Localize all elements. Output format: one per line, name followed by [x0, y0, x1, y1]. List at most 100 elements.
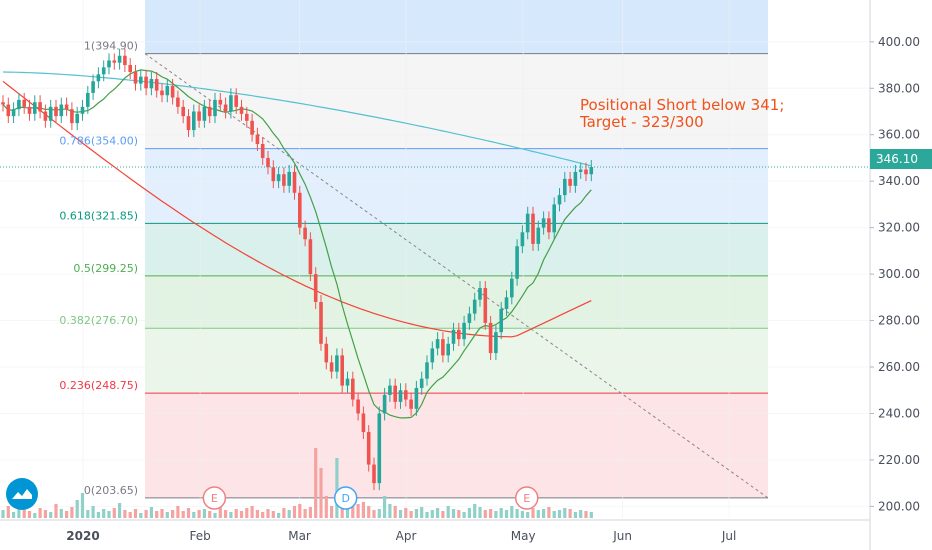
time-tick-label: 2020	[66, 529, 99, 543]
volume-bar	[404, 508, 408, 518]
volume-bar	[12, 512, 16, 518]
candle-body	[499, 308, 503, 333]
candle-body	[27, 106, 32, 114]
price-tick-label: 400.00	[878, 35, 920, 49]
volume-bar	[361, 502, 365, 518]
volume-bar	[245, 508, 249, 518]
time-tick-label: Mar	[288, 529, 311, 543]
candle-body	[547, 218, 551, 233]
time-axis: 2020 Feb Mar Apr May Jun Jul	[0, 519, 870, 543]
volume-bar	[483, 510, 487, 518]
volume-bar	[308, 507, 312, 518]
volume-bar	[478, 507, 482, 518]
candle-body	[11, 109, 16, 117]
candle-body	[388, 385, 392, 395]
volume-bar	[494, 511, 498, 518]
candle-body	[303, 227, 307, 240]
candle-body	[96, 74, 101, 82]
current-price-tag: 346.10	[870, 149, 932, 169]
volume-bar	[160, 509, 164, 518]
candle-body	[552, 204, 556, 233]
candle-body	[324, 343, 329, 363]
candle-body	[308, 239, 313, 275]
grid-lines	[0, 0, 870, 518]
volume-bar	[229, 512, 233, 518]
candle-body	[589, 167, 594, 175]
volume-bar	[202, 509, 206, 518]
volume-bar	[197, 510, 201, 518]
volume-bar	[531, 508, 535, 518]
candle-body	[451, 329, 456, 344]
candle-body	[462, 322, 466, 340]
fib-zone	[145, 328, 768, 394]
volume-bar	[536, 510, 540, 518]
candle-body	[541, 218, 546, 228]
candle-body	[91, 81, 95, 93]
price-tick-label: 280.00	[878, 314, 920, 328]
volume-bar	[234, 509, 238, 518]
volume-bar	[420, 507, 424, 518]
candle-body	[38, 102, 42, 112]
volume-bar	[579, 510, 583, 518]
candle-body	[478, 288, 482, 300]
trade-annotation: Positional Short below 341; Target - 323…	[580, 97, 784, 131]
candle-body	[573, 171, 578, 186]
candle-body	[33, 102, 37, 114]
volume-bar	[266, 509, 270, 518]
candle-body	[345, 378, 350, 386]
candle-body	[1, 102, 5, 105]
fib-label: 0.786(354.00)	[59, 135, 138, 148]
volume-bar	[409, 511, 413, 518]
volume-bar	[102, 509, 106, 518]
candle-body	[170, 85, 175, 98]
candle-body	[515, 246, 519, 279]
volume-bar	[298, 504, 302, 518]
fib-label: 0.618(321.85)	[59, 209, 138, 222]
annotation-line-1: Positional Short below 341;	[580, 96, 785, 114]
candle-body	[112, 60, 117, 63]
volume-bar	[38, 508, 42, 518]
candle-body	[313, 274, 318, 302]
candle-body	[266, 157, 270, 168]
time-tick-label: May	[511, 529, 536, 543]
candle-body	[366, 432, 371, 465]
volume-bar	[557, 510, 562, 518]
candle-body	[213, 99, 217, 117]
candle-body	[504, 297, 509, 309]
volume-bar	[526, 512, 530, 518]
volume-bar	[436, 508, 440, 518]
candle-body	[48, 106, 53, 121]
event-letter: D	[341, 492, 349, 505]
price-tick-label: 200.00	[878, 499, 920, 513]
time-tick-label: Jul	[721, 529, 736, 543]
candle-body	[202, 106, 207, 121]
fib-label: 1(394.90)	[84, 40, 138, 53]
tradingview-logo[interactable]	[6, 478, 38, 510]
volume-bar	[224, 510, 228, 518]
candle-body	[292, 171, 297, 193]
candle-body	[282, 174, 286, 186]
candle-body	[245, 113, 249, 121]
volume-bar	[54, 504, 58, 518]
candle-body	[75, 113, 79, 124]
volume-bar	[425, 512, 429, 518]
candle-body	[260, 144, 265, 158]
candle-body	[149, 78, 154, 89]
volume-bar	[118, 503, 122, 518]
candle-body	[356, 399, 360, 414]
candle-body	[54, 106, 58, 117]
candle-body	[419, 378, 424, 388]
candle-body	[107, 60, 111, 68]
volume-bar	[271, 511, 275, 518]
candles	[0, 48, 870, 491]
price-tick-label: 320.00	[878, 221, 920, 235]
candle-body	[117, 55, 122, 63]
candle-body	[255, 134, 260, 145]
volume-bar	[584, 511, 588, 518]
volume-bar	[542, 509, 546, 518]
candle-body	[510, 278, 514, 298]
candle-body	[186, 116, 191, 131]
candle-body	[165, 85, 170, 96]
volume-bar	[6, 506, 10, 518]
fibonacci-zones	[145, 0, 768, 499]
